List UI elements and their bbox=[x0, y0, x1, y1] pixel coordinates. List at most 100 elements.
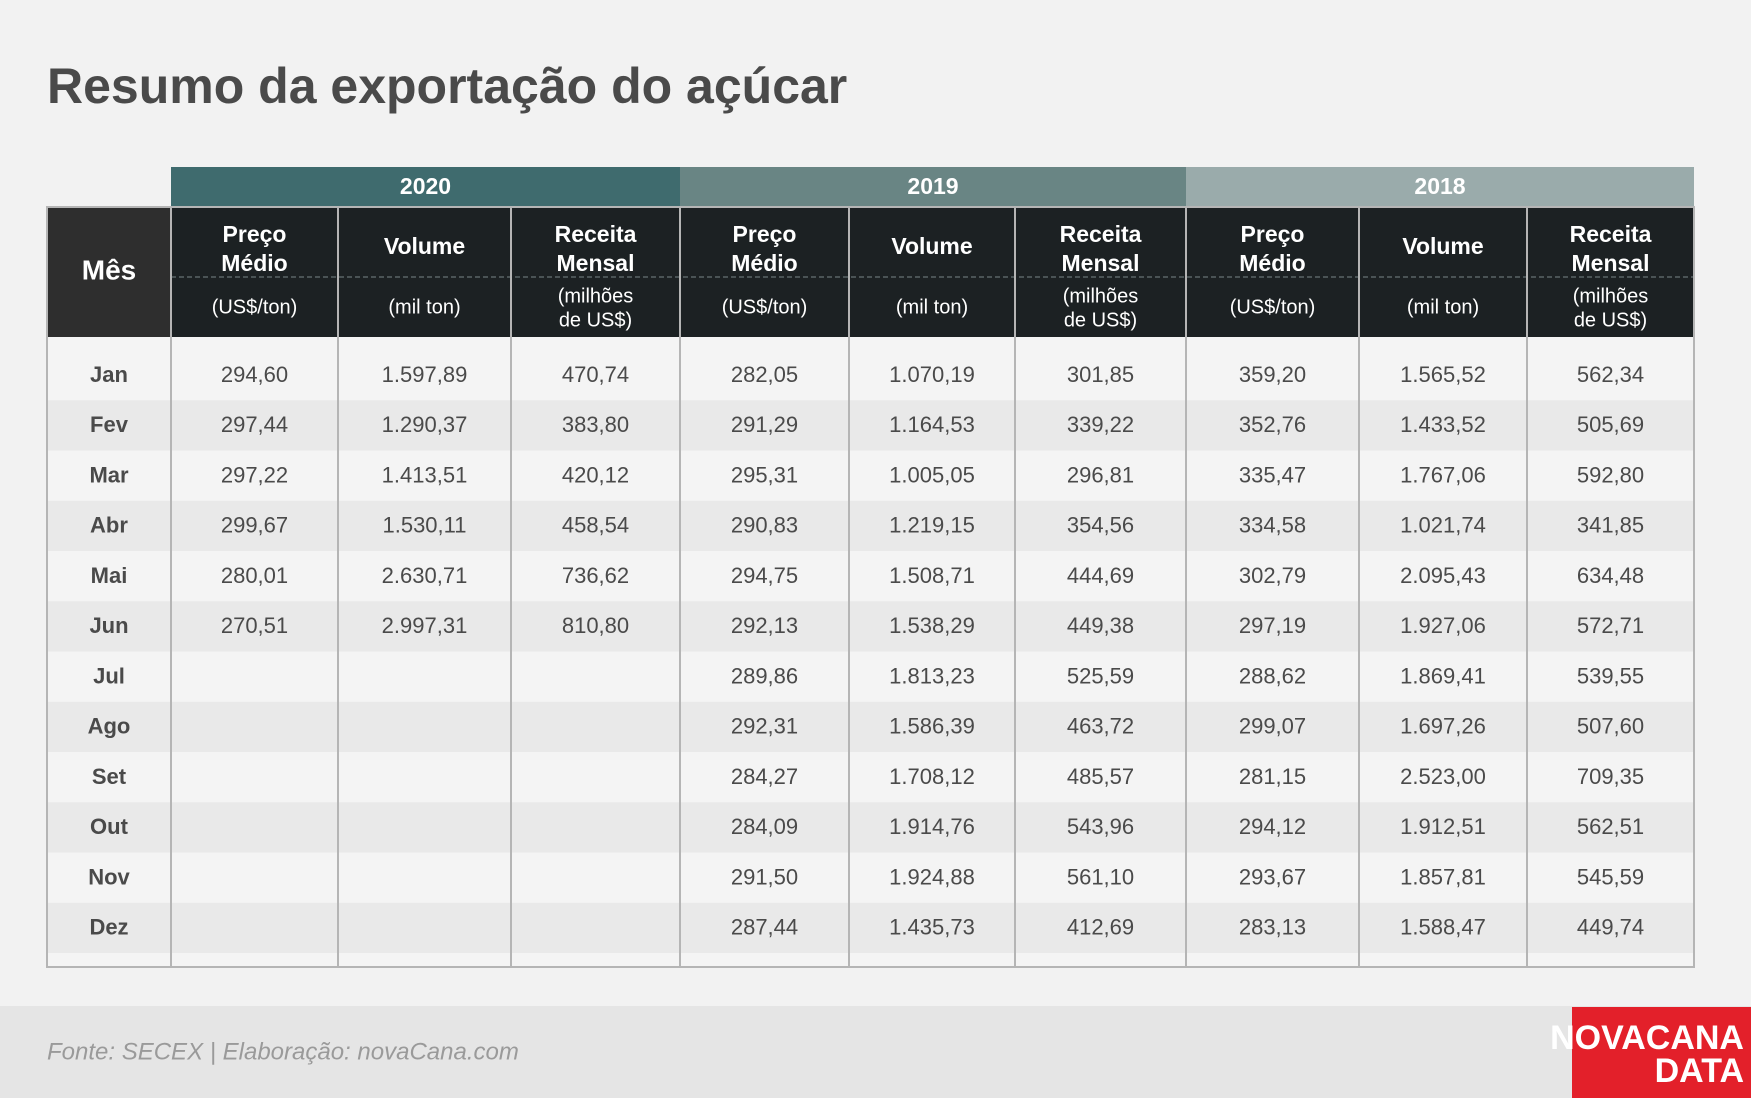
month-label: Nov bbox=[88, 864, 130, 889]
column-unit: (US$/ton) bbox=[722, 296, 808, 318]
year-label: 2018 bbox=[1414, 173, 1465, 199]
cell: 1.005,05 bbox=[889, 462, 975, 487]
cell: 287,44 bbox=[731, 915, 798, 940]
cell: 1.813,23 bbox=[889, 663, 975, 688]
table-border bbox=[46, 206, 1695, 968]
cell: 282,05 bbox=[731, 362, 798, 387]
column-name: Médio bbox=[731, 250, 797, 276]
source: Fonte: SECEX | Elaboração: novaCana.com bbox=[47, 1038, 519, 1065]
cell: 1.857,81 bbox=[1400, 864, 1486, 889]
cell: 293,67 bbox=[1239, 864, 1306, 889]
cell: 301,85 bbox=[1067, 362, 1134, 387]
cell: 420,12 bbox=[562, 462, 629, 487]
cell: 449,38 bbox=[1067, 613, 1134, 638]
cell: 296,81 bbox=[1067, 462, 1134, 487]
footer bbox=[0, 1006, 1751, 1098]
cell: 1.435,73 bbox=[889, 915, 975, 940]
cell: 1.767,06 bbox=[1400, 462, 1486, 487]
column-name: Receita bbox=[555, 221, 637, 247]
cell: 302,79 bbox=[1239, 563, 1306, 588]
row-shade bbox=[47, 500, 1694, 551]
logo-text: NOVACANA bbox=[1550, 1019, 1744, 1057]
cell: 292,31 bbox=[731, 714, 798, 739]
column-unit: de US$) bbox=[1064, 309, 1137, 331]
cell: 562,51 bbox=[1577, 814, 1644, 839]
year-label: 2020 bbox=[400, 173, 451, 199]
cell: 283,13 bbox=[1239, 915, 1306, 940]
year-header bbox=[171, 167, 680, 207]
cell: 291,29 bbox=[731, 412, 798, 437]
cell: 383,80 bbox=[562, 412, 629, 437]
cell: 525,59 bbox=[1067, 663, 1134, 688]
column-unit: (milhões bbox=[558, 285, 634, 307]
month-label: Mar bbox=[89, 462, 129, 487]
cell: 1.565,52 bbox=[1400, 362, 1486, 387]
cell: 1.433,52 bbox=[1400, 412, 1486, 437]
cell: 1.413,51 bbox=[382, 462, 468, 487]
month-header bbox=[47, 207, 171, 337]
column-name: Receita bbox=[1060, 221, 1142, 247]
year-header bbox=[1186, 167, 1694, 207]
cell: 335,47 bbox=[1239, 462, 1306, 487]
cell: 294,12 bbox=[1239, 814, 1306, 839]
cell: 297,22 bbox=[221, 462, 288, 487]
column-name: Mensal bbox=[557, 250, 635, 276]
row-shade bbox=[47, 802, 1694, 853]
column-name: Preço bbox=[223, 221, 287, 247]
cell: 1.530,11 bbox=[382, 513, 466, 538]
row-shade bbox=[47, 400, 1694, 451]
cell: 2.630,71 bbox=[382, 563, 468, 588]
cell: 292,13 bbox=[731, 613, 798, 638]
cell: 1.508,71 bbox=[889, 563, 975, 588]
cell: 295,31 bbox=[731, 462, 798, 487]
cell: 444,69 bbox=[1067, 563, 1134, 588]
cell: 1.708,12 bbox=[889, 764, 975, 789]
column-unit: (mil ton) bbox=[1407, 296, 1479, 318]
cell: 352,76 bbox=[1239, 412, 1306, 437]
cell: 634,48 bbox=[1577, 563, 1644, 588]
month-label: Jun bbox=[89, 613, 128, 638]
cell: 561,10 bbox=[1067, 864, 1134, 889]
row-shade bbox=[47, 701, 1694, 752]
month-header-label: Mês bbox=[82, 254, 136, 285]
cell: 1.290,37 bbox=[382, 412, 468, 437]
cell: 334,58 bbox=[1239, 513, 1306, 538]
cell: 270,51 bbox=[221, 613, 288, 638]
cell: 297,44 bbox=[221, 412, 288, 437]
column-name: Médio bbox=[1239, 250, 1305, 276]
cell: 1.924,88 bbox=[889, 864, 975, 889]
cell: 545,59 bbox=[1577, 864, 1644, 889]
cell: 280,01 bbox=[221, 563, 288, 588]
column-name: Preço bbox=[1241, 221, 1305, 247]
column-name: Mensal bbox=[1062, 250, 1140, 276]
cell: 289,86 bbox=[731, 663, 798, 688]
cell: 299,67 bbox=[221, 513, 288, 538]
cell: 291,50 bbox=[731, 864, 798, 889]
cell: 1.597,89 bbox=[382, 362, 468, 387]
cell: 1.914,76 bbox=[889, 814, 975, 839]
month-label: Mai bbox=[91, 563, 128, 588]
month-label: Fev bbox=[90, 412, 129, 437]
column-name: Preço bbox=[733, 221, 797, 247]
month-label: Ago bbox=[88, 714, 131, 739]
cell: 1.586,39 bbox=[889, 714, 975, 739]
cell: 449,74 bbox=[1577, 915, 1644, 940]
cell: 1.588,47 bbox=[1400, 915, 1486, 940]
column-name: Volume bbox=[384, 233, 465, 259]
cell: 1.927,06 bbox=[1400, 613, 1486, 638]
cell: 810,80 bbox=[562, 613, 629, 638]
cell: 543,96 bbox=[1067, 814, 1134, 839]
cell: 1.869,41 bbox=[1400, 663, 1486, 688]
cell: 341,85 bbox=[1577, 513, 1644, 538]
column-unit: (milhões bbox=[1573, 285, 1649, 307]
cell: 339,22 bbox=[1067, 412, 1134, 437]
row-shade bbox=[47, 601, 1694, 652]
cell: 2.095,43 bbox=[1400, 563, 1486, 588]
column-unit: (mil ton) bbox=[388, 296, 460, 318]
cell: 1.912,51 bbox=[1400, 814, 1486, 839]
column-unit: (US$/ton) bbox=[212, 296, 298, 318]
column-unit: de US$) bbox=[1574, 309, 1647, 331]
year-label: 2019 bbox=[907, 173, 958, 199]
cell: 562,34 bbox=[1577, 362, 1644, 387]
